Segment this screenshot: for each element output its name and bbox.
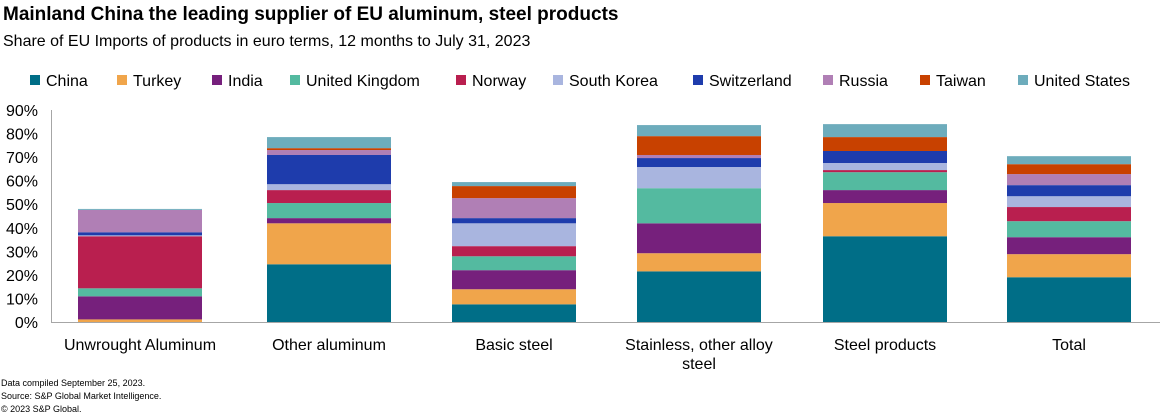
legend-label: China <box>46 73 88 90</box>
bar-segment <box>267 154 391 185</box>
y-tick-label: 40% <box>6 221 38 238</box>
bar-segment <box>637 271 761 322</box>
bar-segment <box>267 148 391 151</box>
chart-subtitle: Share of EU Imports of products in euro … <box>3 33 531 50</box>
legend-label: United Kingdom <box>306 73 420 90</box>
bar-segment <box>637 188 761 224</box>
legend-swatch <box>117 75 127 85</box>
legend-label: South Korea <box>569 73 658 90</box>
bar-segment <box>78 209 202 233</box>
bar-segment <box>637 253 761 272</box>
legend-label: India <box>228 73 263 90</box>
bar-segment <box>452 198 576 219</box>
legend-label: United States <box>1034 73 1130 90</box>
bar-segment <box>452 289 576 305</box>
bar-segment <box>452 256 576 271</box>
y-tick-label: 30% <box>6 244 38 261</box>
bar-segment <box>1007 207 1131 222</box>
x-tick-label: Unwrought Aluminum <box>64 337 216 354</box>
legend-swatch <box>693 75 703 85</box>
legend-label: Switzerland <box>709 73 792 90</box>
x-tick-label: Other aluminum <box>272 337 386 354</box>
bar-segment <box>637 223 761 254</box>
bar-segment <box>452 186 576 199</box>
bar-segment <box>823 170 947 173</box>
legend-swatch <box>823 75 833 85</box>
footnote-source: Source: S&P Global Market Intelligence. <box>1 391 162 401</box>
bar-segment <box>637 136 761 155</box>
bar-segment <box>637 125 761 137</box>
bar-segment <box>1007 185 1131 197</box>
bar-segment <box>78 236 202 289</box>
bar-segment <box>78 319 202 322</box>
y-tick-label: 90% <box>6 103 38 120</box>
y-tick-label: 0% <box>15 315 38 332</box>
bar-segment <box>1007 237 1131 255</box>
x-tick-label: Total <box>1052 337 1086 354</box>
footnote-date: Data compiled September 25, 2023. <box>1 378 146 388</box>
legend-label: Norway <box>472 73 526 90</box>
y-tick-label: 70% <box>6 150 38 167</box>
bar-segment <box>78 235 202 237</box>
bar-segment <box>1007 164 1131 175</box>
bar-segment <box>823 190 947 204</box>
bar-segment <box>452 246 576 257</box>
y-tick-label: 80% <box>6 127 38 144</box>
bar-segment <box>823 137 947 151</box>
bar-segment <box>823 203 947 237</box>
bar-segment <box>1007 277 1131 322</box>
footnote-copyright: © 2023 S&P Global. <box>1 404 82 414</box>
bar-segment <box>78 208 202 210</box>
bar-segment <box>78 288 202 297</box>
bar-segment <box>452 223 576 247</box>
x-tick-label: Steel products <box>834 337 936 354</box>
bar-segment <box>1007 156 1131 165</box>
bar-segment <box>267 137 391 149</box>
bar-segment <box>1007 221 1131 238</box>
bar-segment <box>452 182 576 187</box>
bar-segment <box>267 223 391 265</box>
bar-segment <box>823 150 947 163</box>
y-tick-label: 60% <box>6 174 38 191</box>
bar-segment <box>452 270 576 290</box>
bar-segment <box>1007 174 1131 186</box>
bar-segment <box>823 172 947 191</box>
y-tick-label: 50% <box>6 197 38 214</box>
legend-label: Taiwan <box>936 73 986 90</box>
legend-swatch <box>1018 75 1028 85</box>
bar-segment <box>637 158 761 168</box>
bar-segment <box>78 296 202 320</box>
bar-segment <box>452 218 576 224</box>
x-tick-label: Basic steel <box>475 337 552 354</box>
legend-label: Turkey <box>133 73 181 90</box>
legend-swatch <box>212 75 222 85</box>
legend-swatch <box>290 75 300 85</box>
chart-title: Mainland China the leading supplier of E… <box>3 4 619 25</box>
bar-segment <box>78 232 202 236</box>
bar-segment <box>267 264 391 322</box>
legend-swatch <box>456 75 466 85</box>
bar-segment <box>823 163 947 171</box>
bar-segment <box>1007 254 1131 278</box>
y-tick-label: 10% <box>6 291 38 308</box>
bar-segment <box>1007 196 1131 208</box>
legend-swatch <box>30 75 40 85</box>
y-tick-label: 20% <box>6 268 38 285</box>
bar-segment <box>637 167 761 189</box>
legend-label: Russia <box>839 73 888 90</box>
bar-segment <box>637 154 761 159</box>
bar-segment <box>267 190 391 204</box>
bar-segment <box>823 124 947 138</box>
bar-segment <box>452 304 576 322</box>
bar-segment <box>267 218 391 224</box>
bar-segment <box>267 203 391 219</box>
bar-segment <box>267 184 391 191</box>
bar-segment <box>267 150 391 155</box>
legend-swatch <box>920 75 930 85</box>
bar-segment <box>823 236 947 322</box>
legend-swatch <box>553 75 563 85</box>
x-tick-label: Stainless, other alloy steel <box>625 337 773 373</box>
